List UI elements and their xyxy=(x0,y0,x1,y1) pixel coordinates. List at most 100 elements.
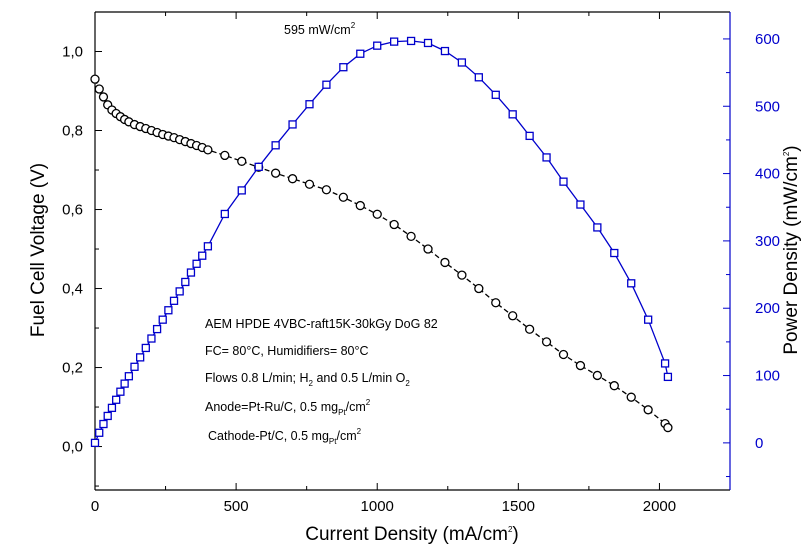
power-point xyxy=(559,177,568,186)
power-series xyxy=(90,36,673,448)
power-point xyxy=(305,100,314,109)
power-point xyxy=(186,268,196,277)
power-point xyxy=(152,324,162,334)
x-tick-label: 0 xyxy=(91,498,99,515)
power-point xyxy=(116,387,125,396)
voltage-point xyxy=(270,168,281,178)
voltage-point xyxy=(237,156,247,166)
power-point xyxy=(457,58,467,67)
voltage-point xyxy=(643,405,653,415)
power-point xyxy=(542,153,551,162)
power-point xyxy=(356,49,365,58)
conditions-label: FC= 80°C, Humidifiers= 80°C xyxy=(205,344,369,358)
voltage-point xyxy=(406,231,416,242)
power-point xyxy=(164,306,173,315)
voltage-point xyxy=(203,145,213,155)
power-point xyxy=(107,403,117,413)
power-point xyxy=(474,73,483,82)
right-y-ticks: 0 100 200 300 400 500 600 xyxy=(723,31,780,478)
power-point xyxy=(169,296,179,305)
right-y-tick-label: 200 xyxy=(755,300,780,317)
power-point xyxy=(440,46,450,56)
voltage-point xyxy=(474,283,484,294)
power-point xyxy=(95,428,104,437)
voltage-point xyxy=(541,337,552,347)
anode-label: Anode=Pt-Ru/C, 0.5 mgPt/cm2 xyxy=(205,398,371,417)
power-point xyxy=(576,200,585,209)
power-point xyxy=(198,251,207,260)
left-y-tick-label: 0,6 xyxy=(62,202,83,219)
voltage-point xyxy=(423,244,433,254)
x-tick-label: 2000 xyxy=(643,498,676,515)
power-point xyxy=(663,372,673,382)
left-y-tick-label: 0,0 xyxy=(62,439,83,456)
power-point xyxy=(192,259,201,268)
power-point xyxy=(120,379,129,388)
voltage-point xyxy=(338,192,349,202)
voltage-point xyxy=(508,311,518,321)
power-point xyxy=(593,223,602,232)
power-point xyxy=(525,131,534,141)
power-point xyxy=(136,353,145,362)
left-y-tick-label: 0,8 xyxy=(62,123,83,140)
power-point xyxy=(373,41,382,50)
power-point xyxy=(406,36,416,46)
voltage-point xyxy=(287,174,298,184)
voltage-point xyxy=(457,270,467,280)
voltage-point xyxy=(609,381,619,391)
right-y-tick-label: 300 xyxy=(755,233,780,250)
voltage-point xyxy=(304,179,315,189)
power-point xyxy=(339,63,348,72)
voltage-point xyxy=(663,422,673,433)
right-y-axis-title: Power Density (mW/cm2) xyxy=(781,145,802,354)
power-point xyxy=(158,315,167,324)
power-point xyxy=(610,248,619,258)
power-point xyxy=(99,419,108,429)
peak-power-label: 595 mW/cm2 xyxy=(284,21,356,37)
right-y-tick-label: 500 xyxy=(755,98,780,115)
voltage-point xyxy=(491,298,501,308)
voltage-point xyxy=(90,74,100,84)
power-point xyxy=(220,209,229,219)
power-point xyxy=(254,162,263,171)
voltage-point xyxy=(94,84,104,94)
x-tick-label: 1000 xyxy=(361,498,394,515)
x-tick-label: 1500 xyxy=(502,498,535,515)
voltage-point xyxy=(98,92,109,102)
power-point xyxy=(203,242,213,251)
voltage-point xyxy=(389,219,399,230)
power-point xyxy=(660,359,670,368)
power-point xyxy=(147,334,156,343)
voltage-point xyxy=(575,360,586,371)
power-point xyxy=(237,186,246,195)
power-point xyxy=(423,38,433,48)
power-point xyxy=(271,141,280,150)
power-point xyxy=(141,343,150,353)
voltage-point xyxy=(220,150,230,161)
left-y-ticks: 0,0 0,2 0,4 0,6 0,8 1,0 xyxy=(62,11,102,487)
left-y-tick-label: 0,4 xyxy=(62,281,83,298)
power-point xyxy=(181,277,190,287)
flows-label: Flows 0.8 L/min; H2 and 0.5 L/min O2 xyxy=(205,371,410,388)
x-tick-label: 500 xyxy=(224,498,249,515)
left-y-tick-label: 0,2 xyxy=(62,360,83,377)
power-point xyxy=(491,90,500,99)
power-point xyxy=(90,438,100,448)
left-y-tick-label: 1,0 xyxy=(62,44,83,61)
power-point xyxy=(130,362,139,371)
x-ticks: 0 500 1000 1500 2000 xyxy=(91,12,676,515)
voltage-point xyxy=(592,370,603,381)
power-point xyxy=(175,287,184,296)
power-point xyxy=(508,110,517,119)
power-point xyxy=(103,411,112,421)
power-point xyxy=(124,372,134,381)
voltage-point xyxy=(321,185,332,195)
right-y-tick-label: 0 xyxy=(755,435,763,452)
voltage-point xyxy=(626,392,636,402)
membrane-label: AEM HPDE 4VBC-raft15K-30kGy DoG 82 xyxy=(205,317,438,331)
left-y-axis-title: Fuel Cell Voltage (V) xyxy=(28,163,49,337)
x-axis-title: Current Density (mA/cm2) xyxy=(305,524,518,545)
right-y-tick-label: 400 xyxy=(755,166,780,183)
voltage-point xyxy=(558,349,569,360)
